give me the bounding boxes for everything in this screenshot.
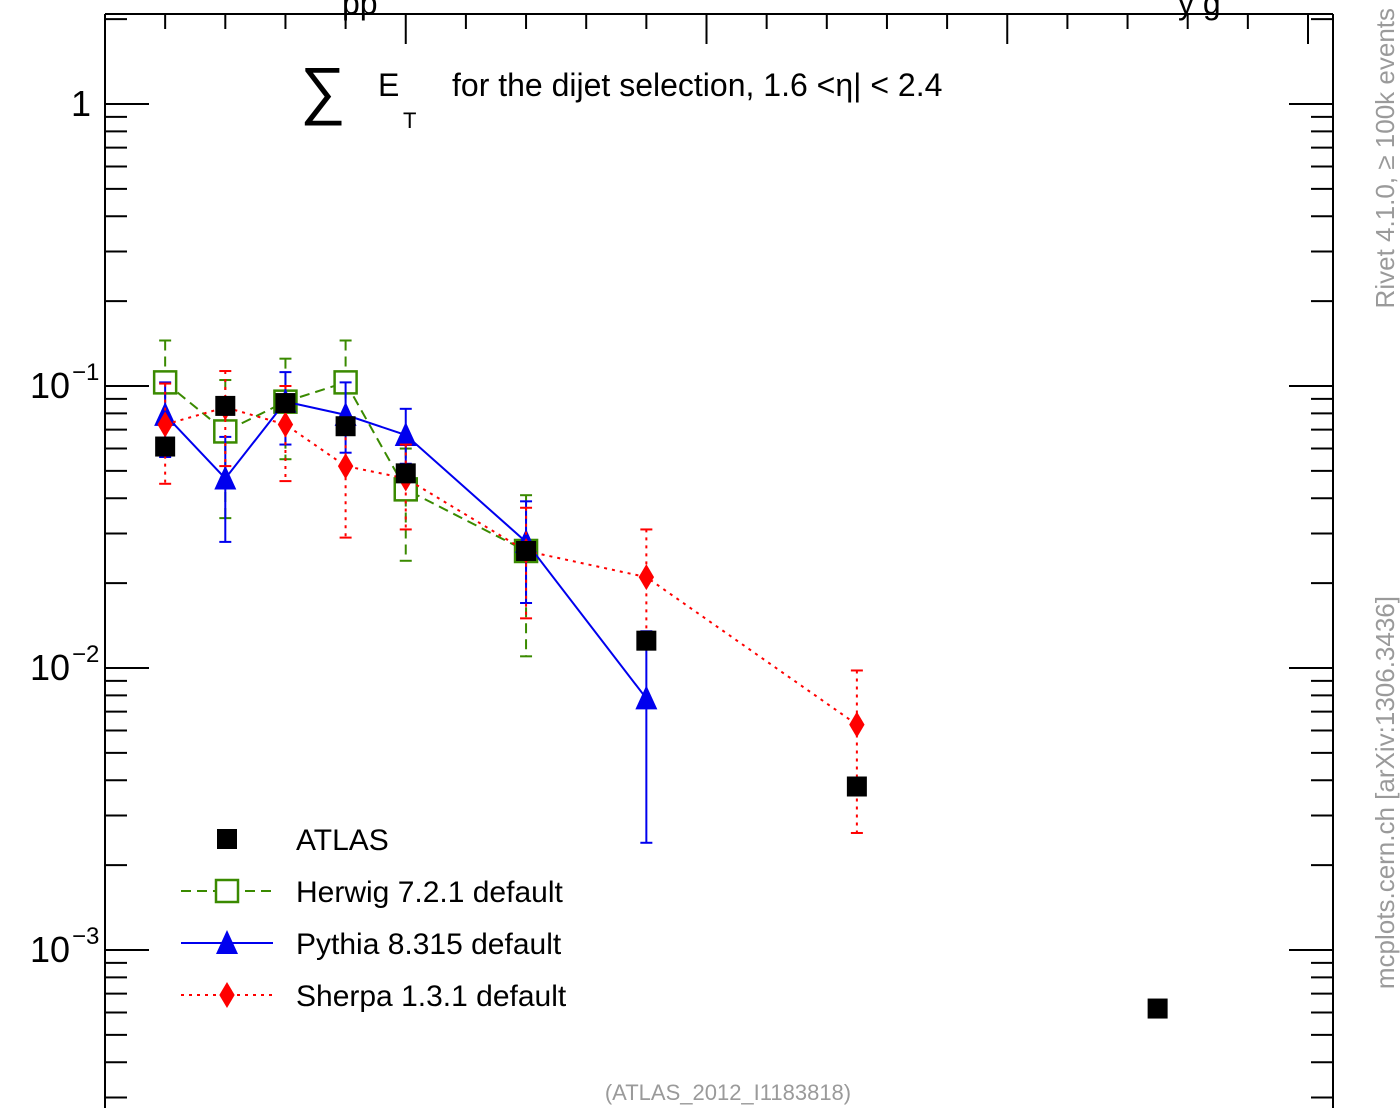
legend-label: ATLAS [296, 824, 389, 857]
rivet-version-label: Rivet 4.1.0, ≥ 100k events [1370, 8, 1400, 308]
data-point [217, 829, 237, 849]
series-atlas [155, 393, 1168, 1019]
legend-item: Herwig 7.2.1 default [181, 876, 563, 909]
y-tick-label: 10 [30, 929, 70, 970]
series-line [164, 406, 858, 726]
sum-symbol: ∑ [300, 54, 346, 126]
data-point [636, 630, 657, 651]
data-point [337, 453, 354, 480]
y-tick-label: 10 [30, 365, 70, 406]
series-layer [152, 339, 1168, 1019]
legend-label: Sherpa 1.3.1 default [296, 980, 567, 1013]
analysis-footer: (ATLAS_2012_I1183818) [605, 1080, 851, 1105]
data-point [849, 711, 865, 738]
data-point [1147, 998, 1168, 1019]
y-tick-exponent: −3 [72, 923, 99, 950]
title-text: for the dijet selection, 1.6 <η| < 2.4 [452, 67, 942, 103]
data-point [214, 465, 237, 490]
data-point [155, 436, 176, 457]
data-point [638, 564, 655, 591]
y-tick-label: 10 [30, 647, 70, 688]
axes: 110−110−210−3 [30, 13, 1334, 1108]
data-point [219, 982, 235, 1008]
data-point [216, 930, 238, 954]
legend-item: Pythia 8.315 default [181, 928, 562, 961]
data-point [846, 776, 867, 797]
title-right-fragment: y g [1178, 0, 1221, 21]
y-tick-label: 1 [71, 83, 91, 124]
data-point [335, 416, 356, 437]
title-symbol: E [378, 67, 399, 103]
data-point [395, 463, 416, 484]
legend-item: Sherpa 1.3.1 default [181, 980, 567, 1013]
legend: ATLAS Herwig 7.2.1 default Pythia 8.315 de… [181, 824, 567, 1013]
y-tick-exponent: −1 [72, 359, 99, 386]
legend-label: Herwig 7.2.1 default [296, 876, 563, 909]
data-point [215, 395, 236, 416]
y-tick-exponent: −2 [72, 641, 99, 668]
data-point [277, 411, 294, 438]
inner-title: ∑ E T for the dijet selection, 1.6 <η| <… [300, 54, 942, 133]
data-point [157, 411, 173, 438]
title-subscript: T [403, 108, 416, 133]
data-point [275, 393, 296, 414]
data-point [394, 422, 417, 447]
data-point [516, 540, 537, 561]
legend-item: ATLAS [217, 824, 389, 857]
data-point [214, 878, 240, 904]
legend-label: Pythia 8.315 default [296, 928, 562, 961]
title-top-fragment: pp [342, 0, 378, 21]
mcplots-label: mcplots.cern.ch [arXiv:1306.3436] [1370, 596, 1400, 989]
data-point [635, 685, 658, 710]
